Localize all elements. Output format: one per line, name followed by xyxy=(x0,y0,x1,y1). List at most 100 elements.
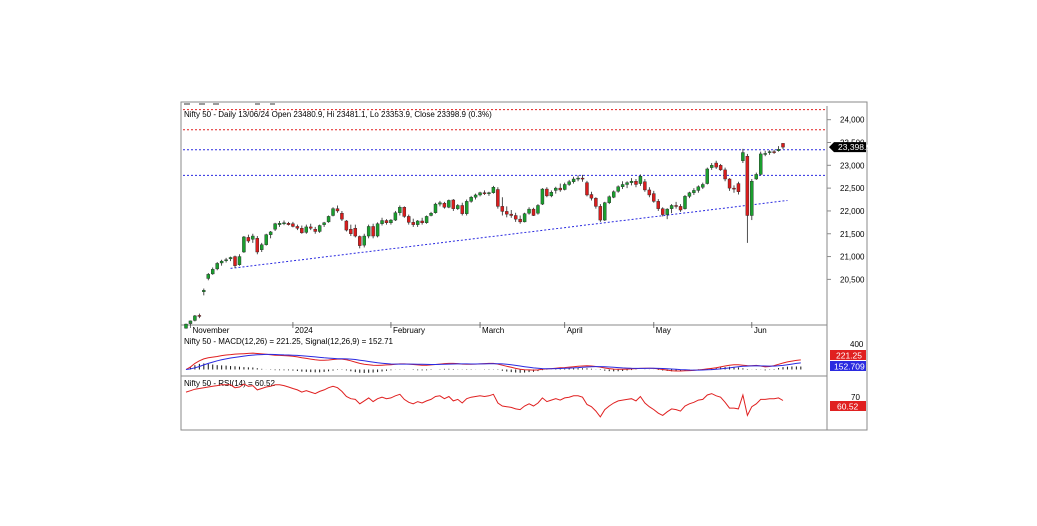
macd-panel-header: Nifty 50 - MACD(12,26) = 221.25, Signal(… xyxy=(184,337,394,346)
candle xyxy=(460,202,464,216)
candle xyxy=(714,160,718,169)
candle xyxy=(353,224,358,238)
candles xyxy=(184,143,785,329)
candle-body xyxy=(447,200,451,208)
candle xyxy=(522,212,527,223)
rsi-panel-header: Nifty 50 - RSI(14) = 60.52 xyxy=(184,379,275,388)
candle-body xyxy=(776,149,781,151)
candle xyxy=(469,195,473,203)
candle-body xyxy=(692,190,696,193)
candle xyxy=(326,215,331,223)
candle-body xyxy=(558,187,562,191)
candle xyxy=(433,202,438,214)
candle-body xyxy=(736,183,741,192)
candle xyxy=(362,233,366,248)
candle xyxy=(647,187,652,198)
candle xyxy=(727,178,732,191)
candle xyxy=(407,214,411,225)
candle xyxy=(643,179,647,192)
candle-body xyxy=(460,205,464,214)
candle xyxy=(478,191,482,197)
toolbar-icon-3[interactable] xyxy=(213,103,219,105)
candle-body xyxy=(629,181,634,183)
candle-body xyxy=(366,226,371,237)
candle-body xyxy=(562,184,567,190)
candle-body xyxy=(705,168,709,184)
toolbar-icon-4[interactable] xyxy=(255,103,260,105)
candle xyxy=(589,191,594,201)
candle-body xyxy=(741,152,745,161)
candle xyxy=(745,153,750,243)
candle xyxy=(375,222,380,238)
candle xyxy=(754,172,758,180)
candle-body xyxy=(407,216,411,223)
candle-body xyxy=(340,213,344,220)
toolbar-icons[interactable] xyxy=(184,103,275,105)
candle xyxy=(193,314,197,322)
candle xyxy=(340,210,344,221)
candle-body xyxy=(228,257,233,260)
candle-body xyxy=(527,208,531,214)
candle-body xyxy=(277,223,282,225)
candle-body xyxy=(665,208,669,215)
candle-body xyxy=(273,223,277,230)
candle-body xyxy=(211,269,215,275)
candle xyxy=(251,233,255,243)
toolbar-icon-1[interactable] xyxy=(184,103,190,105)
candle xyxy=(286,221,291,226)
date-label: November xyxy=(192,326,229,335)
candle-body xyxy=(375,223,380,237)
candle xyxy=(620,181,625,190)
candle-body xyxy=(669,205,674,209)
candle-body xyxy=(478,192,482,196)
candle xyxy=(549,190,554,198)
candle-body xyxy=(219,260,224,264)
signal-badge-box xyxy=(830,361,866,371)
candle-body xyxy=(625,182,629,185)
candle-body xyxy=(500,206,505,212)
candle xyxy=(246,234,251,243)
toolbar-icon-2[interactable] xyxy=(199,103,205,105)
candle xyxy=(402,206,407,218)
candle xyxy=(616,185,620,193)
candle-body xyxy=(638,176,643,184)
candle-body xyxy=(567,181,571,185)
candle xyxy=(656,199,660,211)
candle xyxy=(696,185,701,193)
candle-body xyxy=(723,169,727,180)
candle xyxy=(260,242,264,252)
candle-body xyxy=(750,181,754,216)
signal-badge: 152.709 xyxy=(830,361,866,372)
candle xyxy=(219,259,224,266)
candle-body xyxy=(580,177,585,180)
candle xyxy=(710,163,714,170)
date-label: April xyxy=(567,326,583,335)
candle-body xyxy=(473,194,478,198)
macd-panel: Nifty 50 - MACD(12,26) = 221.25, Signal(… xyxy=(181,337,866,377)
candle-body xyxy=(233,256,237,266)
candle xyxy=(518,215,522,224)
price-panel-header: Nifty 50 - Daily 13/06/24 Open 23480.9, … xyxy=(184,110,492,119)
candle-body xyxy=(358,236,362,246)
candle xyxy=(576,175,580,182)
candle-body xyxy=(518,218,522,223)
candle-body xyxy=(611,191,616,198)
candle-body xyxy=(215,263,219,270)
candle-body xyxy=(380,220,384,224)
candle-body xyxy=(576,177,580,180)
candle xyxy=(669,204,674,214)
candle-body xyxy=(255,238,259,253)
date-label: Jun xyxy=(754,326,767,335)
toolbar-icon-5[interactable] xyxy=(270,103,275,105)
candle xyxy=(513,212,518,222)
candle xyxy=(309,223,313,231)
candle-body xyxy=(237,256,242,265)
price-levels xyxy=(183,109,827,176)
candle-body xyxy=(429,213,433,216)
candle xyxy=(603,201,607,221)
candle-body xyxy=(451,199,456,209)
candle-body xyxy=(438,202,442,205)
candle xyxy=(424,215,429,224)
candle xyxy=(322,221,326,227)
candle-body xyxy=(509,213,513,216)
